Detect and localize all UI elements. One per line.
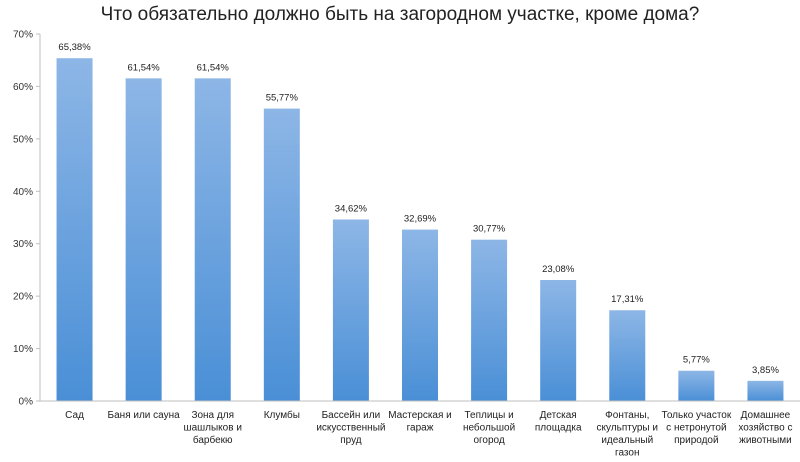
y-tick-label: 40%	[13, 187, 33, 198]
data-label: 61,54%	[197, 62, 230, 73]
bar	[56, 58, 93, 402]
x-category-label: Мастерская и гараж	[388, 410, 452, 434]
x-category-label: Бассейн или искусственный пруд	[316, 410, 385, 446]
y-tick-label: 0%	[19, 397, 34, 408]
x-category-label: Только участок с нетронутой природой	[662, 410, 732, 446]
bar	[402, 229, 438, 401]
bar	[609, 310, 646, 401]
data-label: 55,77%	[266, 93, 299, 104]
data-label: 30,77%	[473, 224, 506, 235]
chart-title: Что обязательно должно быть на загородно…	[101, 4, 700, 25]
x-category-label: Теплицы и небольшой огород	[463, 410, 515, 446]
data-labels-group: 65,38% 61,54% 61,54% 55,77% 34,62% 32,69% 30,7…	[58, 42, 779, 376]
bar	[125, 78, 162, 402]
y-tick-label: 60%	[13, 82, 33, 93]
bar	[540, 279, 577, 401]
x-category-label: Баня или сауна	[108, 410, 181, 421]
data-label: 23,08%	[542, 264, 575, 275]
y-tick-label: 70%	[13, 30, 33, 41]
x-category-label: Детская площадка	[535, 410, 582, 434]
data-label: 65,38%	[58, 42, 91, 53]
y-axis: 0% 10% 20% 30% 40% 50% 60% 70%	[13, 30, 41, 408]
data-label: 32,69%	[404, 214, 437, 225]
x-category-label: Сад	[65, 410, 84, 421]
bars-group	[56, 58, 784, 402]
data-label: 5,77%	[683, 355, 710, 366]
x-category-label: Зона для шашлыков и барбекю	[184, 410, 242, 446]
data-label: 61,54%	[128, 62, 161, 73]
x-axis: Сад Баня или сауна Зона для шашлыков и барбе…	[40, 400, 800, 459]
bar	[678, 370, 715, 401]
bar	[263, 108, 300, 401]
bar	[194, 78, 231, 402]
x-category-label: Домашнее хозяйство с животными	[738, 410, 792, 446]
data-label: 3,85%	[752, 365, 779, 376]
bar	[471, 239, 508, 401]
x-category-label: Фонтаны, скульптуры и идеальный газон	[597, 410, 658, 459]
bar	[332, 219, 369, 401]
data-label: 34,62%	[335, 203, 368, 214]
y-tick-label: 30%	[13, 239, 33, 250]
data-label: 17,31%	[611, 294, 644, 305]
bar	[747, 380, 784, 401]
y-tick-label: 10%	[13, 344, 33, 355]
y-tick-label: 20%	[13, 292, 33, 303]
y-tick-label: 50%	[13, 134, 33, 145]
x-category-label: Клумбы	[264, 409, 300, 421]
